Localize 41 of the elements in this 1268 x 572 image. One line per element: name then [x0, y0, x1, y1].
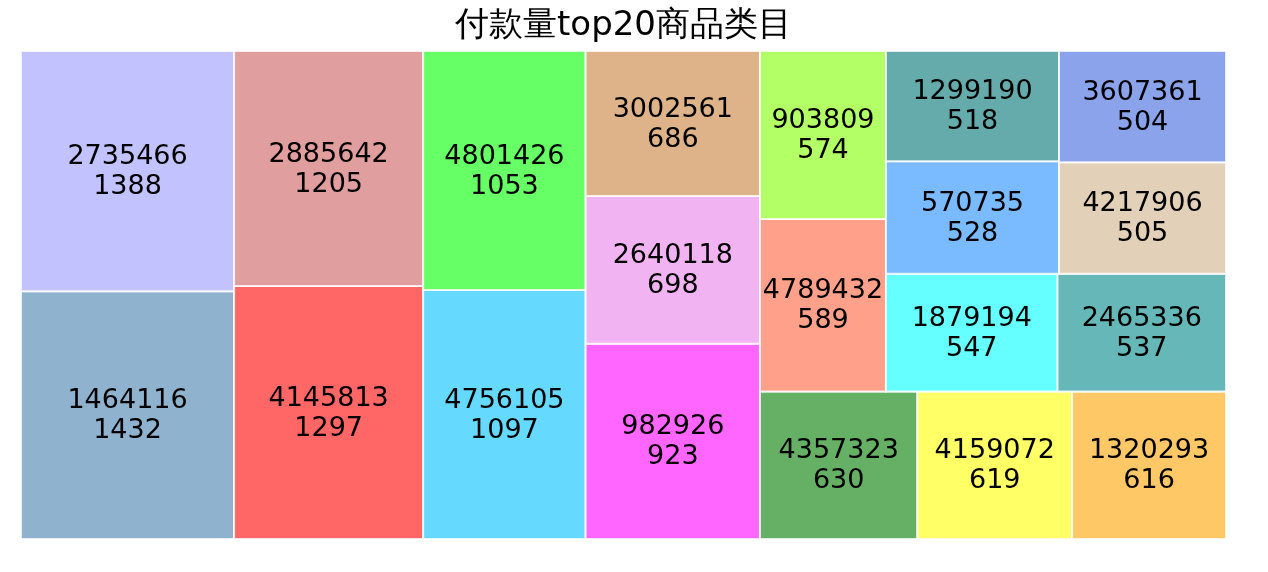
category-label: 4217906 — [1082, 186, 1203, 218]
category-label: 1320293 — [1088, 433, 1210, 465]
category-label: 2735466 — [67, 139, 188, 171]
category-label: 1464116 — [67, 383, 188, 415]
category-label: 903809 — [771, 103, 875, 135]
data-label: 528 — [946, 215, 999, 247]
data-label: 1432 — [93, 413, 162, 445]
data-label: 589 — [797, 303, 849, 335]
data-label: 1205 — [294, 166, 363, 198]
category-label: 570735 — [920, 185, 1025, 217]
data-label: 1097 — [470, 412, 539, 444]
data-label: 505 — [1116, 216, 1169, 248]
category-label: 2465336 — [1081, 300, 1202, 332]
data-label: 1053 — [470, 168, 539, 200]
category-label: 982926 — [621, 409, 725, 441]
category-label: 1299190 — [912, 74, 1033, 106]
category-label: 4756105 — [444, 382, 565, 414]
category-label: 4357323 — [778, 433, 899, 465]
data-label: 698 — [647, 267, 699, 299]
data-label: 616 — [1123, 463, 1175, 495]
text: 付款量top20商品类目 — [454, 3, 792, 43]
category-label: 4801426 — [444, 138, 565, 170]
data-label: 504 — [1116, 104, 1169, 136]
category-label: 2885642 — [268, 136, 389, 168]
data-label: 518 — [946, 104, 999, 136]
data-label: 547 — [945, 330, 998, 362]
category-label: 4789432 — [762, 273, 884, 305]
data-label: 1297 — [294, 410, 363, 442]
data-label: 1388 — [93, 169, 162, 201]
data-label: 619 — [968, 463, 1021, 495]
category-label: 4145813 — [268, 380, 389, 412]
data-label: 630 — [812, 463, 865, 495]
data-label: 537 — [1116, 330, 1168, 362]
category-label: 2640118 — [612, 237, 733, 269]
category-label: 4159072 — [934, 433, 1055, 465]
category-label: 3002561 — [612, 91, 733, 123]
category-label: 1879194 — [911, 300, 1032, 332]
data-label: 574 — [797, 133, 849, 165]
data-label: 923 — [647, 439, 699, 471]
category-label: 3607361 — [1082, 74, 1203, 106]
data-label: 686 — [647, 121, 699, 153]
